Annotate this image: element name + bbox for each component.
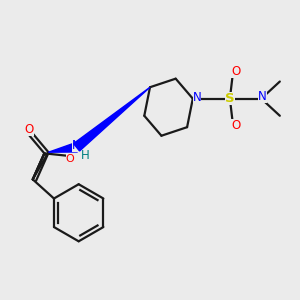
Text: O: O xyxy=(25,123,34,136)
Polygon shape xyxy=(74,87,150,151)
Text: N: N xyxy=(193,91,202,104)
Text: O: O xyxy=(65,154,74,164)
Text: O: O xyxy=(231,65,240,78)
Text: S: S xyxy=(225,92,235,105)
Text: N: N xyxy=(72,140,81,152)
Text: N: N xyxy=(258,90,267,103)
Text: O: O xyxy=(231,119,240,132)
Text: H: H xyxy=(81,149,89,162)
Polygon shape xyxy=(48,142,77,152)
